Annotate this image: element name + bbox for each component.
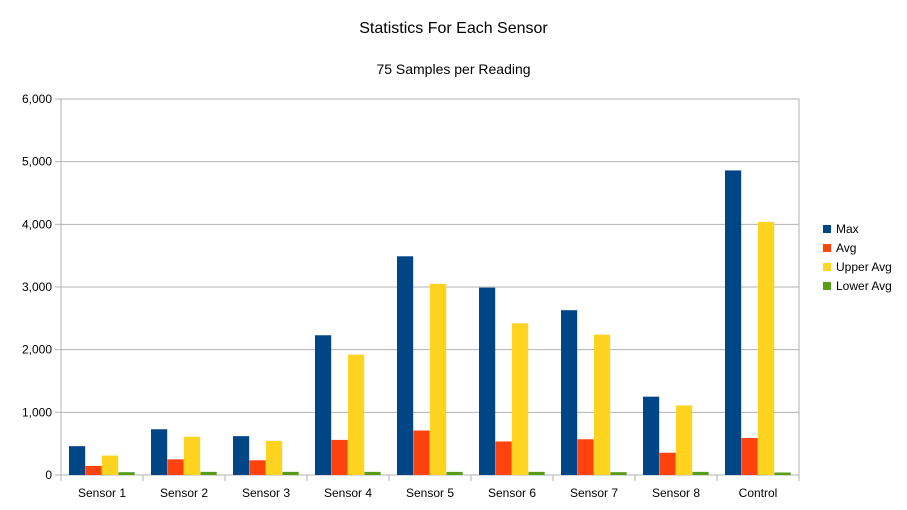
bar-lower-avg xyxy=(774,472,791,475)
bar-avg xyxy=(167,459,184,475)
legend-swatch xyxy=(823,243,831,252)
y-tick-label: 1,000 xyxy=(22,405,52,419)
bar-upper-avg xyxy=(676,405,693,475)
x-tick-label: Control xyxy=(739,486,778,500)
bar-upper-avg xyxy=(594,334,611,475)
bar-max xyxy=(233,436,250,475)
bar-avg xyxy=(413,430,430,475)
bar-lower-avg xyxy=(446,471,463,475)
bar-max xyxy=(561,310,578,475)
bar-lower-avg xyxy=(528,471,545,475)
x-tick-label: Sensor 8 xyxy=(652,486,700,500)
y-tick-label: 3,000 xyxy=(22,280,52,294)
bar-avg xyxy=(577,439,594,475)
bar-avg xyxy=(495,441,512,475)
y-tick-label: 6,000 xyxy=(22,92,52,106)
legend-item-max: Max xyxy=(823,219,892,238)
bar-max xyxy=(69,446,86,475)
bar-avg xyxy=(249,460,266,475)
legend-swatch xyxy=(823,224,831,233)
x-tick-label: Sensor 6 xyxy=(488,486,536,500)
bar-upper-avg xyxy=(512,323,529,475)
bar-max xyxy=(315,335,332,475)
legend-label: Lower Avg xyxy=(836,278,892,293)
legend-label: Max xyxy=(836,221,859,236)
legend-item-lower-avg: Lower Avg xyxy=(823,276,892,295)
y-tick-label: 2,000 xyxy=(22,343,52,357)
y-tick-label: 4,000 xyxy=(22,217,52,231)
bar-avg xyxy=(741,438,758,475)
x-tick-label: Sensor 5 xyxy=(406,486,454,500)
bar-lower-avg xyxy=(692,471,709,475)
bar-avg xyxy=(331,439,348,475)
chart-subtitle: 75 Samples per Reading xyxy=(376,61,531,77)
chart-title: Statistics For Each Sensor xyxy=(359,20,548,37)
bar-max xyxy=(151,429,168,475)
bar-upper-avg xyxy=(184,436,201,475)
bar-upper-avg xyxy=(102,455,119,475)
legend-swatch xyxy=(823,281,831,290)
bar-max xyxy=(397,256,414,475)
x-tick-label: Sensor 4 xyxy=(324,486,372,500)
chart-legend: Max Avg Upper Avg Lower Avg xyxy=(823,219,892,295)
legend-item-upper-avg: Upper Avg xyxy=(823,257,892,276)
bar-lower-avg xyxy=(118,472,135,475)
x-tick-label: Sensor 7 xyxy=(570,486,618,500)
legend-label: Upper Avg xyxy=(836,259,892,274)
legend-item-avg: Avg xyxy=(823,238,892,257)
bar-avg xyxy=(659,452,676,475)
bar-upper-avg xyxy=(348,354,365,475)
legend-label: Avg xyxy=(836,240,857,255)
bar-upper-avg xyxy=(266,440,283,475)
bar-upper-avg xyxy=(430,283,447,475)
bar-max xyxy=(643,396,660,475)
x-tick-label: Sensor 1 xyxy=(78,486,126,500)
bar-lower-avg xyxy=(282,471,299,475)
y-tick-label: 0 xyxy=(45,468,52,482)
legend-swatch xyxy=(823,262,831,271)
bar-upper-avg xyxy=(758,221,775,475)
y-tick-label: 5,000 xyxy=(22,155,52,169)
bar-lower-avg xyxy=(610,472,627,475)
bar-max xyxy=(479,287,496,475)
bar-lower-avg xyxy=(364,471,381,475)
bar-max xyxy=(725,170,742,475)
bar-avg xyxy=(85,465,102,475)
x-tick-label: Sensor 2 xyxy=(160,486,208,500)
x-tick-label: Sensor 3 xyxy=(242,486,290,500)
bar-lower-avg xyxy=(200,471,217,475)
